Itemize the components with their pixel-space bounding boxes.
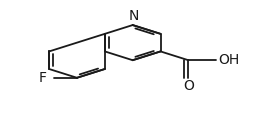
- Text: F: F: [39, 71, 46, 85]
- Text: N: N: [129, 9, 139, 23]
- Text: O: O: [183, 79, 194, 93]
- Text: OH: OH: [218, 53, 240, 67]
